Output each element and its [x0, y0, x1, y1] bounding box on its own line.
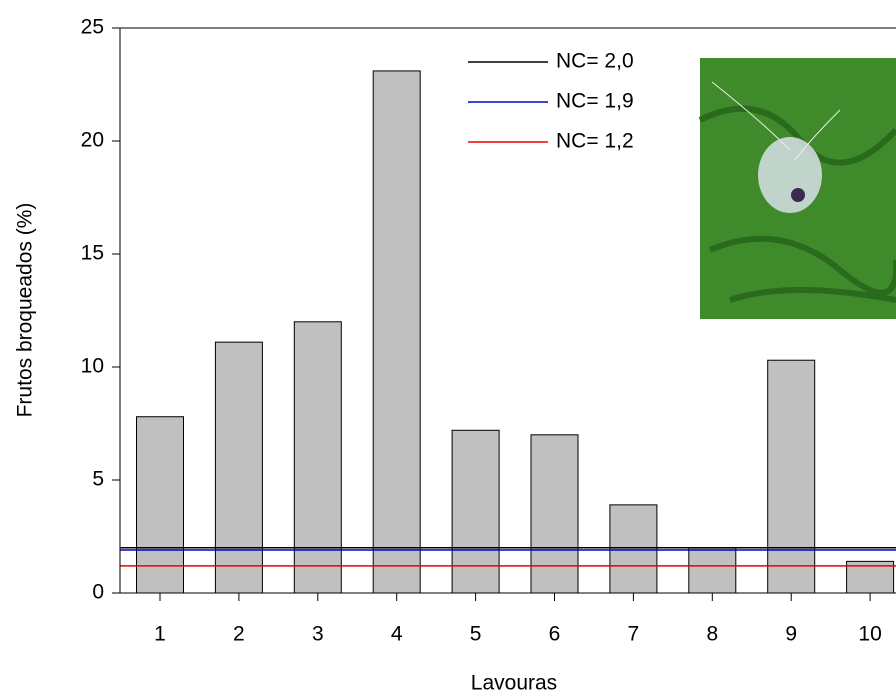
bar [136, 416, 184, 594]
inset-photo [698, 58, 896, 319]
x-tick-label: 6 [549, 623, 561, 646]
bar [293, 321, 342, 594]
bar [688, 547, 737, 594]
bar [609, 504, 658, 594]
x-tick-label: 7 [628, 623, 640, 646]
y-tick-label: 0 [92, 581, 104, 604]
bar [767, 359, 816, 594]
photo-filament [711, 81, 841, 161]
y-tick-label: 5 [92, 468, 104, 491]
x-tick-label: 5 [470, 623, 482, 646]
x-tick-label: 3 [312, 623, 324, 646]
bar [846, 560, 895, 594]
bar [372, 70, 421, 594]
bar [451, 429, 500, 594]
x-tick-label: 4 [391, 623, 403, 646]
bar [214, 341, 263, 594]
x-tick-label: 10 [858, 623, 881, 646]
x-tick-label: 2 [233, 623, 245, 646]
legend-label: NC= 1,9 [556, 90, 634, 113]
legend-label: NC= 1,2 [556, 130, 634, 153]
x-tick-label: 8 [706, 623, 718, 646]
bar [530, 434, 579, 594]
x-axis-title: Lavouras [471, 672, 557, 695]
y-axis-title: Frutos broqueados (%) [14, 203, 37, 418]
y-tick-label: 25 [81, 16, 104, 39]
photo-insect-dot [791, 188, 805, 202]
y-tick-label: 10 [81, 355, 104, 378]
x-tick-label: 9 [785, 623, 797, 646]
y-tick-label: 15 [81, 242, 104, 265]
x-tick-label: 1 [154, 623, 166, 646]
photo-insect [758, 137, 822, 213]
legend-label: NC= 2,0 [556, 50, 634, 73]
y-tick-label: 20 [81, 129, 104, 152]
